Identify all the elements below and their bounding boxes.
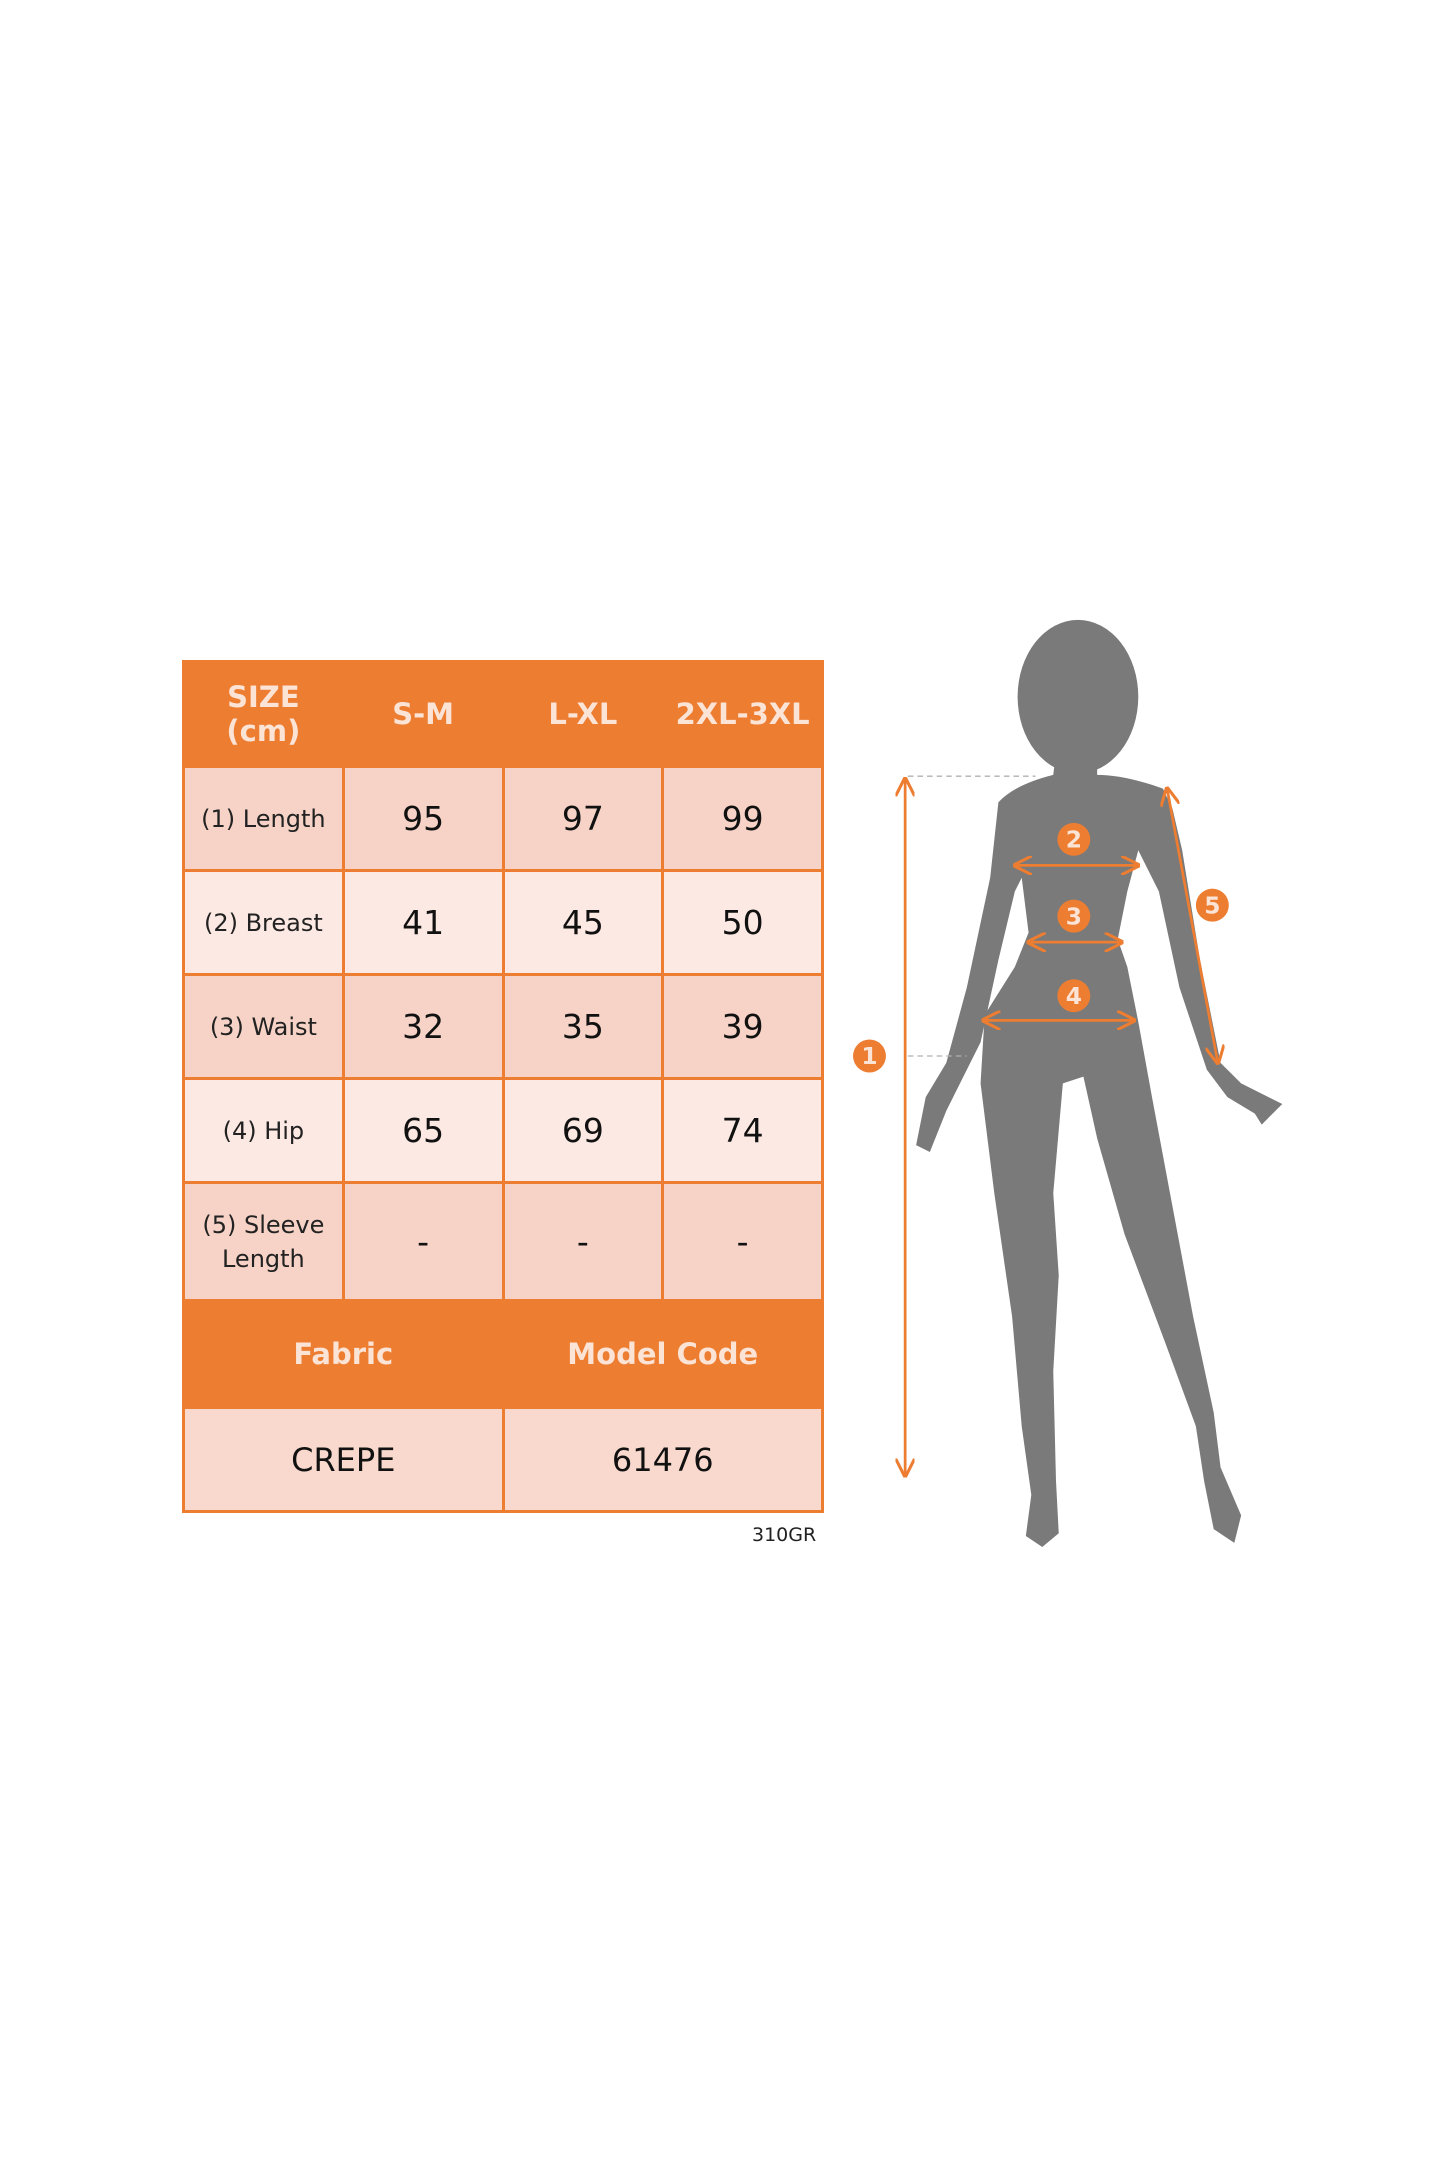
product-code-note: 310GR xyxy=(752,1524,817,1546)
cell: 65 xyxy=(341,1077,505,1184)
marker-2-label: 2 xyxy=(1066,827,1082,854)
fabric-label: Fabric xyxy=(182,1299,505,1409)
table-row-length: (1) Length 95 97 99 xyxy=(182,765,824,872)
marker-2-icon xyxy=(1057,822,1091,856)
row-label: (1) Length xyxy=(182,765,345,872)
cell: - xyxy=(661,1181,824,1302)
row-label: (2) Breast xyxy=(182,869,345,976)
table-header-row: SIZE (cm) S-M L-XL 2XL-3XL xyxy=(182,660,824,768)
header-size: SIZE (cm) xyxy=(182,660,345,768)
cell: 45 xyxy=(501,869,665,976)
fabric-value: CREPE xyxy=(182,1406,505,1513)
header-s-m: S-M xyxy=(341,660,505,768)
header-2xl-3xl: 2XL-3XL xyxy=(661,660,824,768)
marker-1-icon xyxy=(853,1039,886,1073)
row-label: (4) Hip xyxy=(182,1077,345,1184)
row-label-line1: (5) Sleeve xyxy=(202,1210,325,1239)
cell: - xyxy=(501,1181,665,1302)
cell: 41 xyxy=(341,869,505,976)
marker-5-label: 5 xyxy=(1204,892,1220,919)
cell: 97 xyxy=(501,765,665,872)
model-code-label: Model Code xyxy=(501,1299,824,1409)
table-row-breast: (2) Breast 41 45 50 xyxy=(182,869,824,976)
cell: 50 xyxy=(661,869,824,976)
silhouette-head xyxy=(1017,619,1139,774)
table-row-hip: (4) Hip 65 69 74 xyxy=(182,1077,824,1184)
silhouette-body xyxy=(916,751,1283,1547)
table-row-sleeve-length: (5) Sleeve Length - - - xyxy=(182,1181,824,1302)
size-chart-table: SIZE (cm) S-M L-XL 2XL-3XL (1) Length 95 … xyxy=(182,660,824,1513)
marker-4-icon xyxy=(1057,979,1091,1013)
cell: 32 xyxy=(341,973,505,1080)
table-row-waist: (3) Waist 32 35 39 xyxy=(182,973,824,1080)
cell: 39 xyxy=(661,973,824,1080)
header-l-xl: L-XL xyxy=(501,660,665,768)
row-label: (5) Sleeve Length xyxy=(182,1181,345,1302)
row-label-line2: Length xyxy=(221,1244,305,1273)
cell: 99 xyxy=(661,765,824,872)
sleeve-arrow xyxy=(1167,789,1218,1063)
cell: - xyxy=(341,1181,505,1302)
header-size-line2: (cm) xyxy=(226,714,301,748)
fabric-header-row: Fabric Model Code xyxy=(182,1299,824,1409)
header-size-line1: SIZE xyxy=(227,680,300,714)
marker-3-label: 3 xyxy=(1066,903,1082,930)
marker-5-icon xyxy=(1195,888,1229,922)
measurement-markers: 1 2 3 4 5 xyxy=(853,822,1229,1073)
fabric-value-row: CREPE 61476 xyxy=(182,1406,824,1513)
marker-3-icon xyxy=(1057,899,1091,933)
cell: 35 xyxy=(501,973,665,1080)
row-label: (3) Waist xyxy=(182,973,345,1080)
cell: 69 xyxy=(501,1077,665,1184)
model-code-value: 61476 xyxy=(501,1406,824,1513)
marker-1-label: 1 xyxy=(861,1043,877,1070)
cell: 74 xyxy=(661,1077,824,1184)
cell: 95 xyxy=(341,765,505,872)
marker-4-label: 4 xyxy=(1066,983,1082,1010)
woman-silhouette xyxy=(916,619,1283,1547)
